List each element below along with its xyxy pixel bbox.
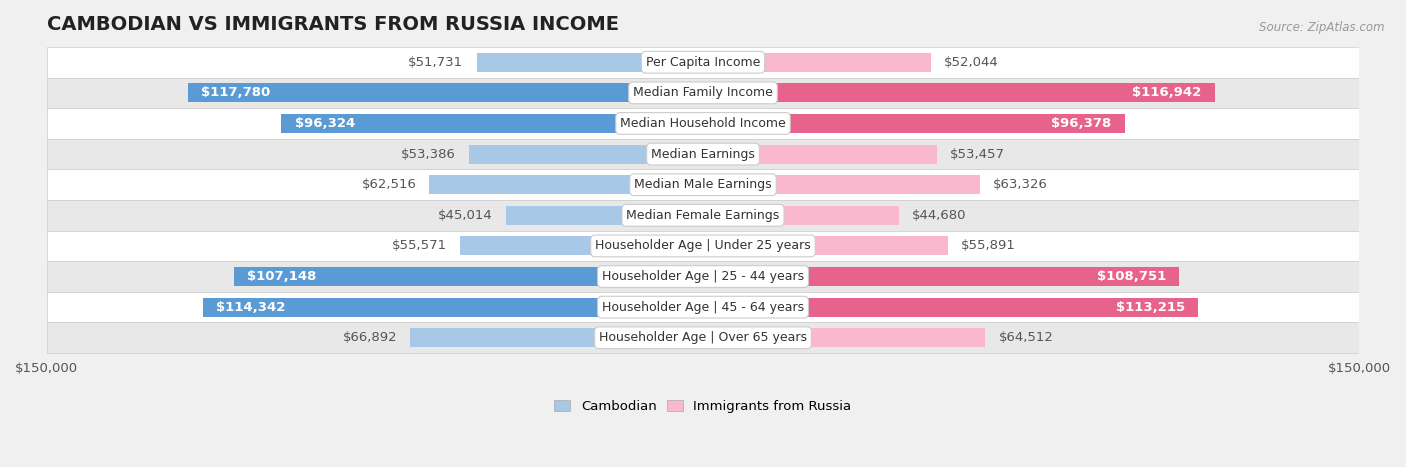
Text: CAMBODIAN VS IMMIGRANTS FROM RUSSIA INCOME: CAMBODIAN VS IMMIGRANTS FROM RUSSIA INCO… — [46, 15, 619, 34]
Text: $55,891: $55,891 — [960, 240, 1015, 253]
Bar — [703, 236, 948, 255]
Bar — [233, 267, 703, 286]
Text: Householder Age | Under 25 years: Householder Age | Under 25 years — [595, 240, 811, 253]
Text: $45,014: $45,014 — [439, 209, 494, 222]
Bar — [46, 200, 1360, 231]
Text: $44,680: $44,680 — [911, 209, 966, 222]
Bar — [46, 292, 1360, 323]
Text: $52,044: $52,044 — [943, 56, 998, 69]
Legend: Cambodian, Immigrants from Russia: Cambodian, Immigrants from Russia — [550, 395, 856, 418]
Text: $53,386: $53,386 — [401, 148, 456, 161]
Text: $114,342: $114,342 — [215, 301, 285, 314]
Bar — [281, 114, 703, 133]
Bar — [703, 206, 898, 225]
Bar — [46, 139, 1360, 170]
Bar — [187, 84, 703, 102]
Text: Median Female Earnings: Median Female Earnings — [627, 209, 779, 222]
Bar — [46, 78, 1360, 108]
Bar — [46, 108, 1360, 139]
Bar — [470, 145, 703, 163]
Bar — [703, 145, 936, 163]
Text: $53,457: $53,457 — [950, 148, 1005, 161]
Text: $64,512: $64,512 — [998, 331, 1053, 344]
Text: $113,215: $113,215 — [1116, 301, 1185, 314]
Bar — [46, 47, 1360, 78]
Text: $55,571: $55,571 — [391, 240, 447, 253]
Text: $116,942: $116,942 — [1132, 86, 1202, 99]
Text: Median Family Income: Median Family Income — [633, 86, 773, 99]
Text: $96,324: $96,324 — [295, 117, 354, 130]
Text: Per Capita Income: Per Capita Income — [645, 56, 761, 69]
Text: Median Earnings: Median Earnings — [651, 148, 755, 161]
Bar — [703, 175, 980, 194]
Bar — [477, 53, 703, 72]
Bar — [703, 328, 986, 347]
Text: $107,148: $107,148 — [247, 270, 316, 283]
Bar — [506, 206, 703, 225]
Bar — [429, 175, 703, 194]
Text: $62,516: $62,516 — [361, 178, 416, 191]
Bar — [460, 236, 703, 255]
Bar — [703, 297, 1198, 317]
Text: Householder Age | 25 - 44 years: Householder Age | 25 - 44 years — [602, 270, 804, 283]
Text: $63,326: $63,326 — [993, 178, 1047, 191]
Bar — [703, 53, 931, 72]
Text: Median Male Earnings: Median Male Earnings — [634, 178, 772, 191]
Text: $108,751: $108,751 — [1097, 270, 1166, 283]
Text: Median Household Income: Median Household Income — [620, 117, 786, 130]
Bar — [46, 323, 1360, 353]
Bar — [46, 170, 1360, 200]
Bar — [202, 297, 703, 317]
Text: $96,378: $96,378 — [1052, 117, 1112, 130]
Bar — [703, 114, 1125, 133]
Text: Source: ZipAtlas.com: Source: ZipAtlas.com — [1260, 21, 1385, 34]
Text: $51,731: $51,731 — [408, 56, 464, 69]
Bar — [46, 231, 1360, 261]
Text: $66,892: $66,892 — [343, 331, 396, 344]
Text: Householder Age | 45 - 64 years: Householder Age | 45 - 64 years — [602, 301, 804, 314]
Bar — [703, 84, 1215, 102]
Bar — [46, 261, 1360, 292]
Text: $117,780: $117,780 — [201, 86, 270, 99]
Text: Householder Age | Over 65 years: Householder Age | Over 65 years — [599, 331, 807, 344]
Bar — [703, 267, 1178, 286]
Bar — [411, 328, 703, 347]
